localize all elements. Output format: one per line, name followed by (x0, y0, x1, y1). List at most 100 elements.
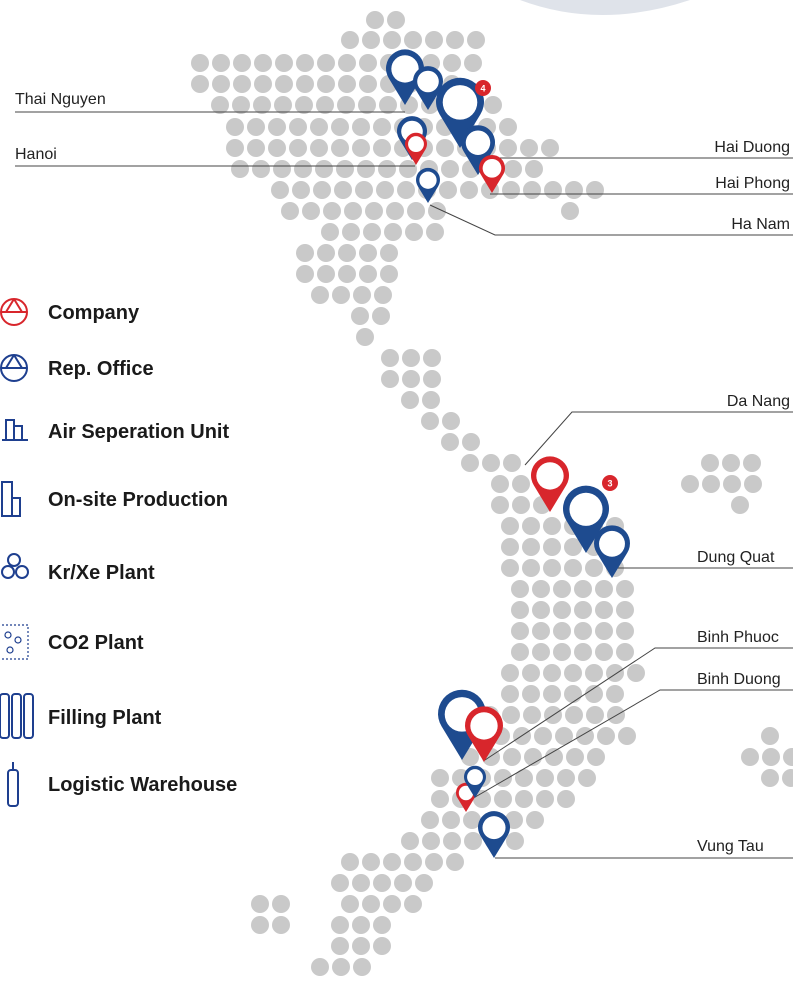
map-dot (317, 265, 335, 283)
map-dot (247, 139, 265, 157)
map-dot (317, 54, 335, 72)
legend (0, 299, 33, 806)
map-dot (294, 160, 312, 178)
map-dot (618, 727, 636, 745)
map-dot (365, 202, 383, 220)
map-dot (402, 370, 420, 388)
map-dot (338, 265, 356, 283)
map-dot (381, 370, 399, 388)
map-dot (564, 559, 582, 577)
map-dot (372, 307, 390, 325)
map-dot (296, 244, 314, 262)
map-dot (616, 580, 634, 598)
map-dot (442, 412, 460, 430)
map-dot (383, 895, 401, 913)
map-dot (423, 370, 441, 388)
map-dot (743, 454, 761, 472)
map-dot (561, 202, 579, 220)
map-dot (586, 706, 604, 724)
map-dot (536, 790, 554, 808)
map-dot (355, 181, 373, 199)
map-dot (272, 895, 290, 913)
map-dot (564, 664, 582, 682)
map-dot (421, 412, 439, 430)
map-dot (373, 874, 391, 892)
map-dot (515, 769, 533, 787)
map-dot (543, 685, 561, 703)
map-dot (515, 790, 533, 808)
map-dot (491, 496, 509, 514)
map-dot (446, 853, 464, 871)
connectors (15, 112, 793, 858)
map-dot (566, 748, 584, 766)
pin-face (417, 71, 439, 93)
map-dot (574, 580, 592, 598)
map-dot (462, 433, 480, 451)
pin-face (599, 531, 625, 557)
map-dot (342, 223, 360, 241)
pin-face (466, 130, 490, 154)
map-dot (336, 160, 354, 178)
map-dot (359, 75, 377, 93)
map-dot (352, 916, 370, 934)
legend-label: Company (48, 302, 140, 324)
map-dot (553, 601, 571, 619)
map-dot (436, 139, 454, 157)
map-dot (744, 475, 762, 493)
map-dot (251, 916, 269, 934)
map-dot (331, 118, 349, 136)
map-dot (353, 958, 371, 976)
map-dot (761, 727, 779, 745)
map-dot (407, 202, 425, 220)
pin-face (536, 462, 563, 489)
map-dot (460, 181, 478, 199)
map-dot (702, 475, 720, 493)
map-dot (722, 454, 740, 472)
map-dot (233, 54, 251, 72)
map-dot (415, 874, 433, 892)
map-dot (543, 517, 561, 535)
map-dot (484, 96, 502, 114)
map-dot (383, 31, 401, 49)
map-dot (404, 895, 422, 913)
map-dot (191, 54, 209, 72)
map-dot (311, 286, 329, 304)
map-dot (443, 832, 461, 850)
map-dot (404, 853, 422, 871)
map-dot (332, 958, 350, 976)
map-dot (574, 643, 592, 661)
map-dot (378, 160, 396, 178)
map-dot (275, 75, 293, 93)
map-dot (761, 769, 779, 787)
map-dot (557, 769, 575, 787)
map-dot (296, 75, 314, 93)
map-dot (731, 496, 749, 514)
photo-corner (520, 0, 690, 15)
map-dot (532, 643, 550, 661)
map-dot (616, 622, 634, 640)
map-dot (317, 244, 335, 262)
map-dot (522, 559, 540, 577)
map-dot (341, 31, 359, 49)
map-dot (271, 181, 289, 199)
map-dot (494, 790, 512, 808)
map-dot (443, 54, 461, 72)
location-label: Da Nang (727, 393, 790, 410)
map-dot (545, 748, 563, 766)
map-dot (316, 96, 334, 114)
map-dot (422, 832, 440, 850)
map-dot (783, 748, 793, 766)
map-dot (442, 811, 460, 829)
map-dot (231, 160, 249, 178)
map-dot (464, 54, 482, 72)
map-dot (338, 75, 356, 93)
map-dot (461, 454, 479, 472)
map-dot (520, 139, 538, 157)
map-dot (681, 475, 699, 493)
map-dot (502, 706, 520, 724)
map-dot (397, 181, 415, 199)
map-dot (543, 559, 561, 577)
map-dot (362, 853, 380, 871)
map-dot (502, 181, 520, 199)
map-dot (254, 54, 272, 72)
